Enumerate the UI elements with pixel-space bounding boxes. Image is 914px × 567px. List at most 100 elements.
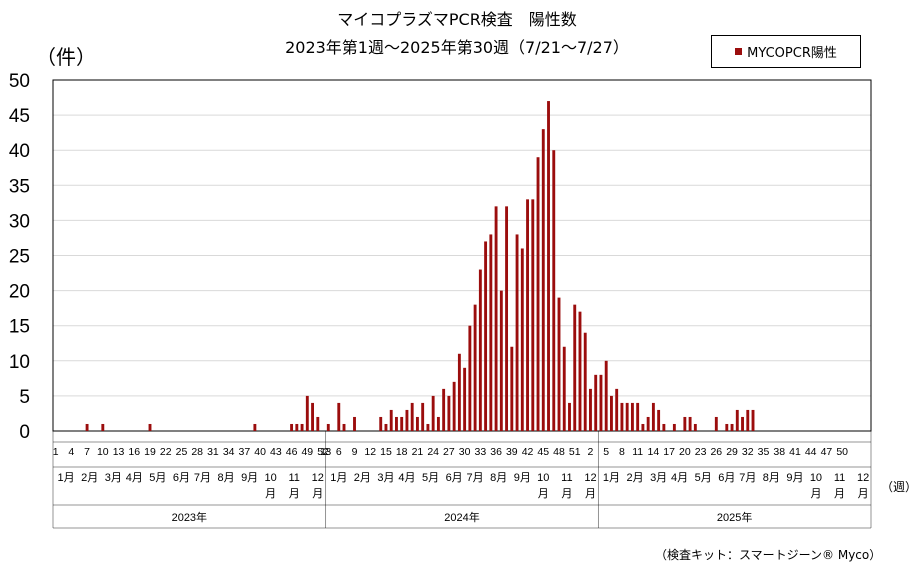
x-week-tick-label: 16 (128, 446, 140, 458)
bar (442, 388, 446, 431)
legend: MYCOPCR陽性 (711, 35, 861, 68)
bar (672, 423, 676, 431)
bar (594, 374, 598, 431)
x-month-label: 8月 (763, 472, 780, 484)
bar (415, 416, 419, 431)
x-month-label-unit: 月 (810, 488, 821, 500)
bar (478, 269, 482, 431)
x-month-label: 1月 (330, 472, 347, 484)
x-month-label: 8月 (490, 472, 507, 484)
y-axis-unit: （件） (36, 45, 96, 69)
x-week-tick-label: 23 (695, 446, 707, 458)
x-axis-unit: （週） (881, 480, 914, 494)
bar (568, 402, 571, 431)
x-month-label: 11 (288, 472, 299, 484)
bar (557, 297, 561, 431)
x-week-tick-label: 22 (160, 446, 172, 458)
x-week-tick-label: 13 (113, 446, 125, 458)
bar (311, 402, 314, 431)
bar (531, 199, 535, 431)
x-year-label: 2024年 (444, 510, 479, 524)
x-month-label: 4月 (398, 472, 415, 484)
bar (379, 416, 383, 431)
bar (494, 206, 498, 431)
bar (510, 346, 514, 431)
x-week-tick-label: 2 (588, 446, 594, 458)
x-year-label: 2023年 (172, 510, 207, 524)
x-month-label: 1月 (58, 472, 75, 484)
bar (646, 416, 650, 431)
x-week-tick-label: 1 (320, 446, 326, 458)
bar (688, 416, 692, 431)
x-week-tick-label: 1 (53, 446, 59, 458)
x-week-tick-label: 42 (522, 446, 534, 458)
x-month-label: 12 (857, 472, 869, 484)
bar (547, 101, 550, 431)
bar (85, 423, 89, 431)
y-tick-label: 10 (9, 352, 30, 373)
x-week-tick-label: 7 (84, 446, 90, 458)
bar (410, 402, 414, 431)
x-week-tick-label: 8 (619, 446, 625, 458)
y-tick-label: 5 (19, 387, 30, 408)
x-week-tick-label: 39 (506, 446, 518, 458)
legend-swatch (735, 48, 743, 55)
x-week-tick-label: 28 (191, 446, 203, 458)
bar (421, 402, 425, 431)
x-month-label-unit: 月 (538, 488, 549, 500)
x-month-label: 3月 (105, 472, 122, 484)
bar (342, 423, 346, 431)
x-month-label-unit: 月 (561, 488, 572, 500)
bar (657, 409, 661, 431)
x-month-label: 7月 (194, 472, 211, 484)
bar (620, 402, 624, 431)
bar (630, 402, 634, 431)
bar (431, 395, 435, 431)
x-month-label: 4月 (126, 472, 143, 484)
x-month-label-unit: 月 (265, 488, 276, 500)
bar (436, 416, 440, 431)
x-month-label: 4月 (671, 472, 688, 484)
x-month-label: 5月 (695, 472, 712, 484)
y-tick-label: 45 (9, 106, 30, 127)
x-week-tick-label: 49 (301, 446, 313, 458)
x-week-tick-label: 50 (836, 446, 848, 458)
x-week-tick-label: 6 (336, 446, 342, 458)
x-month-label-unit: 月 (834, 488, 845, 500)
x-month-label-unit: 月 (312, 488, 323, 500)
legend-label: MYCOPCR陽性 (747, 46, 837, 61)
x-month-label: 1月 (603, 472, 620, 484)
x-week-tick-label: 43 (270, 446, 282, 458)
bar (573, 304, 577, 431)
x-year-label: 2025年 (717, 510, 752, 524)
x-week-tick-label: 30 (459, 446, 471, 458)
bar (384, 423, 388, 431)
bar (610, 395, 613, 431)
bar (148, 423, 152, 431)
bar (499, 290, 503, 431)
x-month-label: 12 (312, 472, 324, 484)
x-week-tick-label: 24 (427, 446, 439, 458)
y-tick-label: 25 (9, 247, 30, 268)
bar (426, 423, 430, 431)
bar (562, 346, 566, 431)
bar (484, 241, 488, 431)
x-week-tick-label: 44 (805, 446, 817, 458)
y-tick-label: 35 (9, 176, 30, 197)
x-week-tick-label: 51 (569, 446, 581, 458)
x-week-tick-label: 47 (821, 446, 833, 458)
bar (625, 402, 629, 431)
x-week-tick-label: 20 (679, 446, 691, 458)
bar (615, 388, 619, 431)
bar (735, 409, 739, 431)
bar (290, 423, 294, 431)
bar (505, 206, 509, 431)
source-note: （検査キット：スマートジーン® Myco） (655, 548, 882, 562)
x-week-tick-label: 12 (364, 446, 376, 458)
bar (101, 423, 105, 431)
bar (583, 332, 587, 431)
x-week-tick-label: 35 (758, 446, 770, 458)
y-tick-label: 50 (9, 71, 30, 92)
x-week-tick-label: 11 (632, 446, 643, 458)
bar (457, 353, 461, 431)
